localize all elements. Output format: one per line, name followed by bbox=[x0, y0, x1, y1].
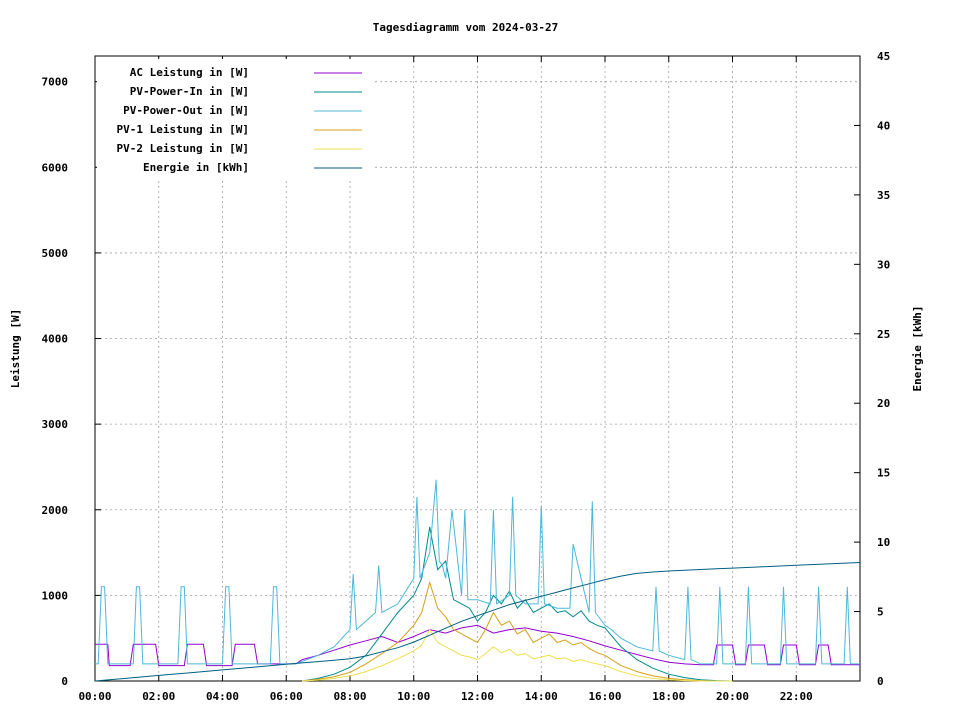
y2-tick-label: 25 bbox=[877, 328, 890, 341]
x-tick-label: 20:00 bbox=[716, 690, 749, 703]
y2-axis-label: Energie [kWh] bbox=[911, 305, 924, 391]
chart-title: Tagesdiagramm vom 2024-03-27 bbox=[373, 21, 558, 34]
x-tick-label: 16:00 bbox=[588, 690, 621, 703]
x-tick-label: 06:00 bbox=[270, 690, 303, 703]
legend-entry-label: PV-1 Leistung in [W] bbox=[117, 123, 249, 136]
y-tick-label: 1000 bbox=[42, 589, 69, 602]
y-tick-label: 0 bbox=[61, 675, 68, 688]
x-tick-label: 08:00 bbox=[333, 690, 366, 703]
x-tick-label: 02:00 bbox=[142, 690, 175, 703]
y-tick-label: 5000 bbox=[42, 247, 69, 260]
y2-tick-label: 15 bbox=[877, 467, 890, 480]
series-line-0 bbox=[95, 624, 860, 667]
y2-tick-label: 30 bbox=[877, 258, 890, 271]
y2-tick-label: 10 bbox=[877, 536, 890, 549]
series-line-4 bbox=[302, 628, 733, 682]
y-tick-label: 2000 bbox=[42, 504, 69, 517]
x-tick-label: 12:00 bbox=[461, 690, 494, 703]
y2-tick-label: 0 bbox=[877, 675, 884, 688]
y-tick-label: 6000 bbox=[42, 161, 69, 174]
series-line-3 bbox=[302, 580, 733, 682]
y2-tick-label: 5 bbox=[877, 606, 884, 619]
x-tick-label: 10:00 bbox=[397, 690, 430, 703]
legend-entry-label: Energie in [kWh] bbox=[143, 161, 249, 174]
series-line-5 bbox=[94, 562, 861, 682]
y-tick-label: 3000 bbox=[42, 418, 69, 431]
y2-tick-label: 45 bbox=[877, 50, 890, 63]
legend-entry-label: PV-2 Leistung in [W] bbox=[117, 142, 249, 155]
series-line-1 bbox=[302, 526, 733, 682]
y-axis-label: Leistung [W] bbox=[9, 309, 22, 388]
legend-entry-label: PV-Power-In in [W] bbox=[130, 85, 249, 98]
y2-tick-label: 20 bbox=[877, 397, 890, 410]
x-tick-label: 00:00 bbox=[78, 690, 111, 703]
y2-tick-label: 40 bbox=[877, 119, 890, 132]
x-tick-label: 04:00 bbox=[206, 690, 239, 703]
y-tick-label: 7000 bbox=[42, 76, 69, 89]
legend-entry-label: PV-Power-Out in [W] bbox=[123, 104, 249, 117]
x-tick-label: 14:00 bbox=[525, 690, 558, 703]
x-tick-label: 22:00 bbox=[780, 690, 813, 703]
legend-entry-label: AC Leistung in [W] bbox=[130, 66, 249, 79]
legend-box bbox=[97, 59, 372, 181]
x-tick-label: 18:00 bbox=[652, 690, 685, 703]
y-tick-label: 4000 bbox=[42, 333, 69, 346]
series-line-2 bbox=[95, 479, 860, 665]
y2-tick-label: 35 bbox=[877, 189, 890, 202]
